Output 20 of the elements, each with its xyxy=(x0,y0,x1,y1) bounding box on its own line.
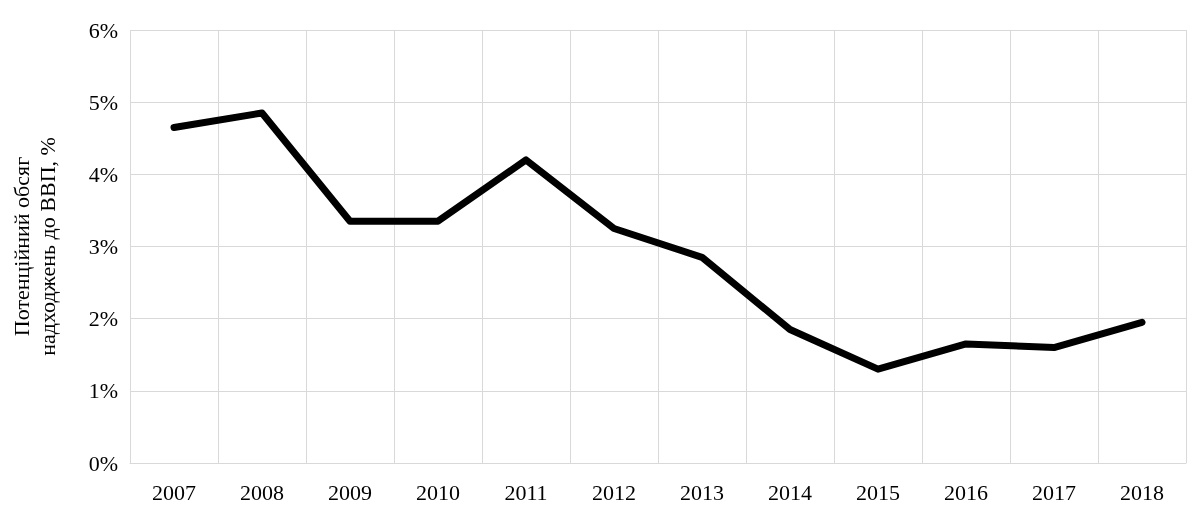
x-tick-label: 2016 xyxy=(944,479,988,505)
y-tick-label: 5% xyxy=(88,89,118,115)
y-tick-label: 4% xyxy=(88,161,118,187)
y-tick-label: 2% xyxy=(88,306,118,332)
x-tick-label: 2014 xyxy=(768,479,812,505)
x-tick-label: 2012 xyxy=(592,479,636,505)
x-tick-label: 2011 xyxy=(504,479,548,505)
x-tick-label: 2013 xyxy=(680,479,724,505)
y-tick-label: 3% xyxy=(88,234,118,259)
y-tick-label: 1% xyxy=(88,378,118,404)
x-tick-label: 2007 xyxy=(152,479,196,505)
x-tick-label: 2008 xyxy=(240,479,284,505)
y-tick-label: 0% xyxy=(88,450,118,476)
x-tick-label: 2015 xyxy=(856,479,900,505)
x-tick-label: 2010 xyxy=(416,479,460,505)
y-axis-title: Потенційний обсяг надходжень до ВВП, % xyxy=(8,137,60,356)
x-tick-label: 2009 xyxy=(328,479,372,505)
x-tick-label: 2017 xyxy=(1032,479,1076,505)
y-tick-label: 6% xyxy=(88,17,118,43)
x-tick-label: 2018 xyxy=(1120,479,1164,505)
